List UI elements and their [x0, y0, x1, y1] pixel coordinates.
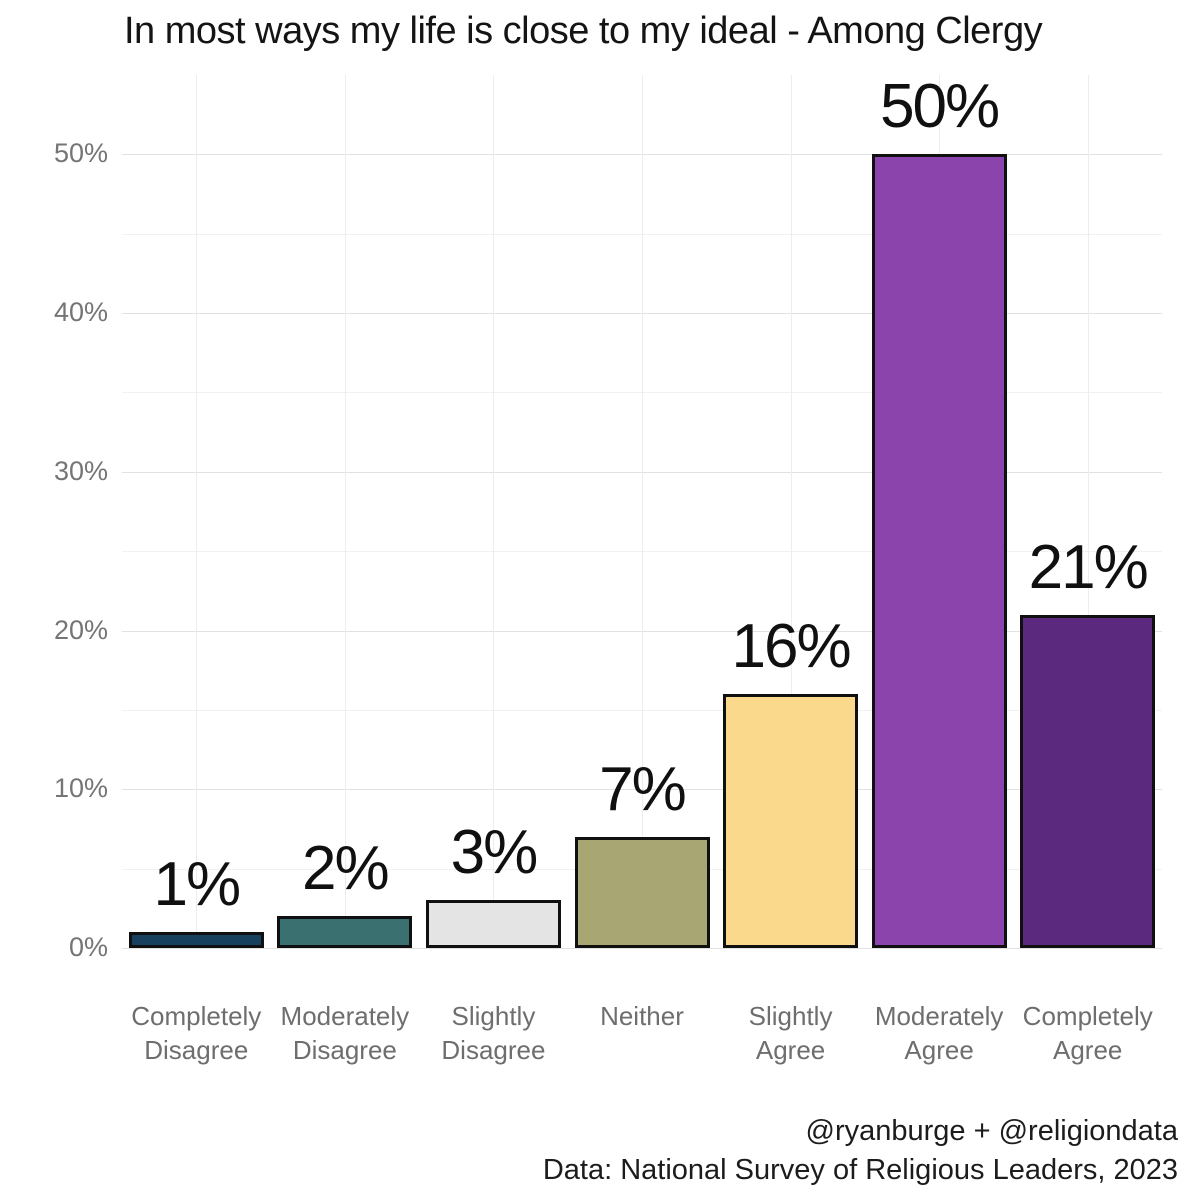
x-tick-line: Slightly: [748, 1001, 833, 1031]
gridline-vertical: [493, 75, 495, 948]
x-tick-line: Completely: [1022, 1001, 1153, 1031]
y-tick-label: 30%: [53, 455, 108, 486]
x-tick-line: Moderately: [874, 1001, 1004, 1031]
gridline-major: [122, 948, 1162, 949]
x-tick-line: Agree: [1053, 1034, 1123, 1065]
x-tick-line: Agree: [904, 1034, 974, 1065]
bar-completely-disagree: [128, 932, 264, 948]
x-tick-slightly-disagree: Slightly Disagree: [419, 1000, 568, 1068]
x-tick-line: Completely: [131, 1001, 262, 1031]
bar-moderately-agree: [871, 154, 1007, 948]
gridline-vertical: [344, 75, 346, 948]
y-tick-label: 40%: [53, 297, 108, 328]
value-label-neither: 7%: [599, 754, 687, 824]
x-tick-line: Disagree: [144, 1034, 249, 1065]
x-axis: Completely Disagree Moderately Disagree Slig…: [122, 1000, 1162, 1095]
x-tick-line: Agree: [755, 1034, 826, 1065]
value-label-slightly-agree: 16%: [731, 612, 852, 682]
x-tick-slightly-agree: Slightly Agree: [716, 1000, 865, 1068]
value-label-moderately-agree: 50%: [880, 72, 1000, 142]
gridline-vertical: [790, 75, 792, 948]
y-tick-label: 0%: [68, 932, 108, 962]
y-tick-label: 50%: [53, 138, 108, 169]
gridline-vertical: [642, 75, 643, 948]
x-tick-neither: Neither: [568, 1000, 717, 1034]
plot-area: 1% 2% 3% 7% 16% 50% 21%: [122, 72, 1162, 949]
x-tick-moderately-agree: Moderately Agree: [865, 1000, 1014, 1068]
x-tick-moderately-disagree: Moderately Disagree: [271, 1000, 420, 1068]
gridline-vertical: [196, 75, 198, 948]
x-tick-line: Disagree: [441, 1034, 546, 1065]
bar-slightly-agree: [723, 694, 859, 948]
bar-slightly-disagree: [425, 900, 561, 948]
value-label-completely-agree: 21%: [1028, 532, 1149, 602]
value-label-slightly-disagree: 3%: [450, 818, 539, 888]
x-tick-line: Moderately: [280, 1001, 410, 1031]
caption: @ryanburge + @religiondata Data: Nationa…: [543, 1112, 1178, 1190]
x-tick-line: Slightly: [451, 1001, 536, 1031]
x-tick-line: Neither: [600, 1001, 684, 1031]
y-tick-label: 20%: [53, 614, 108, 645]
chart-title: In most ways my life is close to my idea…: [124, 10, 1043, 52]
value-label-moderately-disagree: 2%: [302, 834, 390, 904]
x-tick-line: Disagree: [292, 1034, 397, 1065]
bar-neither: [574, 836, 710, 948]
x-tick-completely-disagree: Completely Disagree: [122, 1000, 271, 1068]
y-tick-label: 10%: [53, 773, 108, 804]
caption-source: Data: National Survey of Religious Leade…: [542, 1154, 1178, 1187]
bar-completely-agree: [1020, 614, 1156, 948]
gridline-vertical: [1087, 75, 1089, 948]
x-tick-completely-agree: Completely Agree: [1013, 1000, 1162, 1068]
bar-moderately-disagree: [277, 916, 413, 948]
caption-authors: @ryanburge + @religiondata: [805, 1115, 1178, 1147]
value-label-completely-disagree: 1%: [153, 850, 241, 920]
